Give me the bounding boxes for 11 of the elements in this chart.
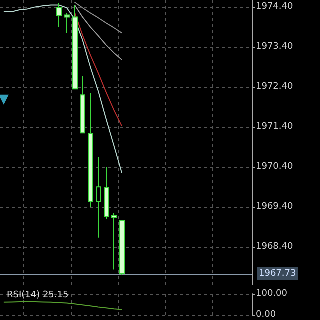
y-tick-label: 0.00: [256, 310, 276, 320]
chart-title: RSI(14) 25.15: [7, 290, 69, 300]
y-tick-label: 1972.40: [256, 82, 294, 92]
y-tick-label: 1974.40: [256, 2, 294, 12]
y-tick-label: 1971.40: [256, 122, 294, 132]
y-tick-label: 1968.40: [256, 242, 294, 252]
y-tick-label: 100.00: [256, 289, 288, 299]
ref-line-label: 1967.73: [259, 268, 296, 279]
y-tick-label: 1969.40: [256, 202, 294, 212]
y-tick-label: 1973.40: [256, 42, 294, 52]
y-tick-label: 1970.40: [256, 162, 294, 172]
